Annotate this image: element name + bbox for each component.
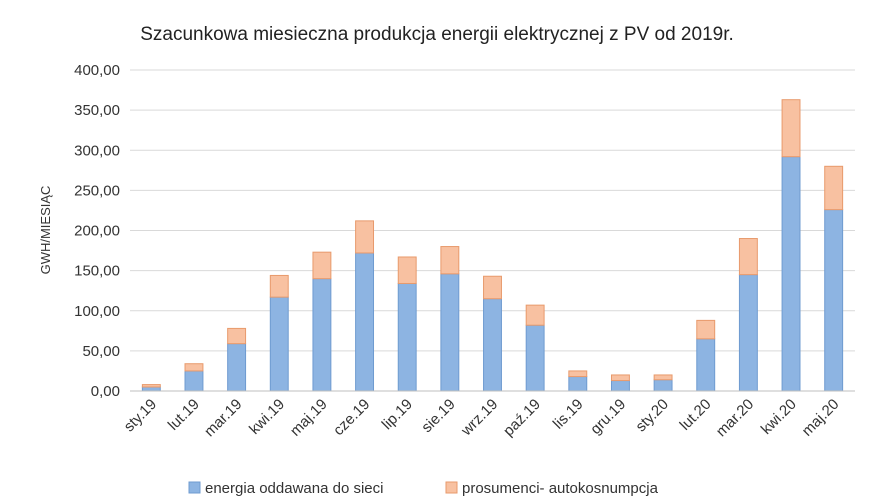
x-tick-label: kwi.19 (246, 396, 288, 438)
y-tick-label: 250,00 (74, 182, 120, 199)
bar-series-2-sie.19 (440, 246, 460, 275)
y-tick-label: 400,00 (74, 62, 120, 79)
bar-series-1-maj.19 (312, 278, 332, 392)
legend-label-series-1: energia oddawana do sieci (205, 480, 383, 497)
bar-series-1-sty.19 (141, 386, 161, 392)
bars (141, 99, 844, 392)
bar-series-1-maj.20 (824, 209, 844, 392)
y-tick-label: 150,00 (74, 263, 120, 280)
bar-series-1-sie.19 (440, 273, 460, 392)
chart-title: Szacunkowa miesieczna produkcja energii … (140, 24, 734, 45)
legend-swatch-series-2 (445, 481, 458, 494)
y-tick-label: 0,00 (91, 383, 120, 400)
y-tick-label: 350,00 (74, 102, 120, 119)
bar-series-1-paź.19 (525, 324, 545, 392)
x-tick-label: lip.19 (379, 396, 416, 433)
bar-series-1-kwi.20 (781, 156, 801, 392)
x-tick-label: maj.20 (799, 396, 843, 440)
bar-series-2-maj.20 (824, 165, 844, 211)
bar-series-1-lis.19 (568, 376, 588, 392)
bar-series-2-kwi.20 (781, 99, 801, 158)
bar-series-2-lut.19 (184, 363, 204, 372)
x-tick-label: mar.19 (201, 396, 245, 440)
bar-series-2-sty.19 (141, 384, 161, 388)
bar-series-2-sty.20 (653, 374, 673, 381)
x-tick-label: kwi.20 (758, 396, 800, 438)
bar-series-1-gru.19 (610, 380, 630, 392)
bar-series-2-gru.19 (610, 374, 630, 382)
bar-series-2-paź.19 (525, 304, 545, 326)
y-tick-label: 50,00 (82, 343, 120, 360)
x-tick-label: sty.19 (121, 396, 161, 436)
bar-series-2-kwi.19 (269, 274, 289, 298)
bar-series-2-mar.19 (227, 327, 247, 345)
bar-series-1-mar.20 (738, 274, 758, 392)
x-tick-label: lut.20 (677, 396, 715, 434)
bar-series-1-lut.19 (184, 370, 204, 392)
bar-series-1-lut.20 (696, 338, 716, 392)
bar-series-2-lip.19 (397, 256, 417, 284)
bar-series-2-maj.19 (312, 251, 332, 280)
x-tick-label: lut.19 (165, 396, 203, 434)
y-tick-label: 300,00 (74, 142, 120, 159)
x-tick-label: cze.19 (330, 396, 373, 439)
bar-series-1-mar.19 (227, 343, 247, 392)
bar-series-2-lut.20 (696, 319, 716, 340)
legend: energia oddawana do sieci prosumenci- au… (188, 480, 659, 497)
bar-series-2-mar.20 (738, 238, 758, 276)
y-axis-ticks: 0,00 50,00 100,00 150,00 200,00 250,00 300,00 3… (74, 62, 120, 400)
grid-lines (130, 69, 855, 352)
legend-label-series-2: prosumenci- autokosnumpcja (462, 480, 659, 497)
bar-series-1-sty.20 (653, 379, 673, 392)
bar-series-1-wrz.19 (483, 298, 502, 392)
y-axis-label: GWH/MIESIĄC (38, 186, 53, 275)
x-tick-label: sie.19 (418, 396, 458, 436)
bar-series-2-cze.19 (355, 220, 375, 254)
y-tick-label: 100,00 (74, 303, 120, 320)
x-tick-label: paź.19 (500, 396, 544, 440)
x-tick-label: mar.20 (713, 396, 757, 440)
bar-series-1-lip.19 (397, 282, 417, 392)
bar-series-1-kwi.19 (269, 296, 289, 392)
x-tick-label: sty.20 (632, 396, 672, 436)
x-tick-label: wrz.19 (457, 396, 501, 440)
legend-swatch-series-1 (188, 481, 201, 494)
bar-series-2-wrz.19 (483, 275, 502, 300)
x-tick-label: gru.19 (587, 396, 629, 438)
x-tick-label: maj.19 (287, 396, 331, 440)
bar-series-1-cze.19 (355, 252, 375, 392)
bar-series-2-lis.19 (568, 370, 588, 378)
x-tick-label: lis.19 (550, 396, 587, 433)
y-tick-label: 200,00 (74, 223, 120, 240)
